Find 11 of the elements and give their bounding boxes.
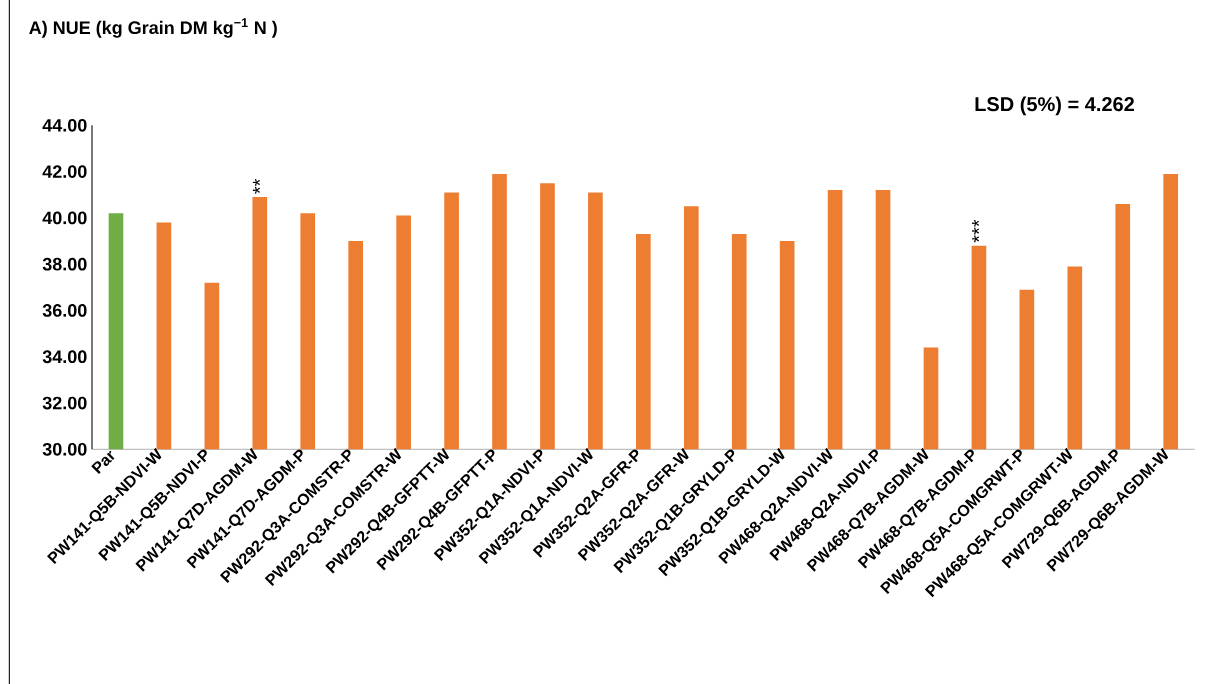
annotation: ** bbox=[252, 178, 260, 194]
y-tick-label: 40.00 bbox=[42, 211, 87, 225]
annotation: *** bbox=[972, 219, 980, 243]
y-tick-label: 36.00 bbox=[42, 304, 87, 317]
y-tick-label: 44.00 bbox=[42, 118, 87, 132]
y-tick-label: 42.00 bbox=[42, 165, 87, 178]
y-tick-label: 34.00 bbox=[42, 350, 87, 364]
text: LSD (5%) = 4.262 bbox=[975, 96, 1134, 116]
y-tick-label: 38.00 bbox=[42, 257, 87, 271]
y-tick-label: 32.00 bbox=[42, 396, 87, 410]
chart-title: A) NUE (kg Grain DM kg$^{−1}$ N ) bbox=[29, 18, 277, 38]
